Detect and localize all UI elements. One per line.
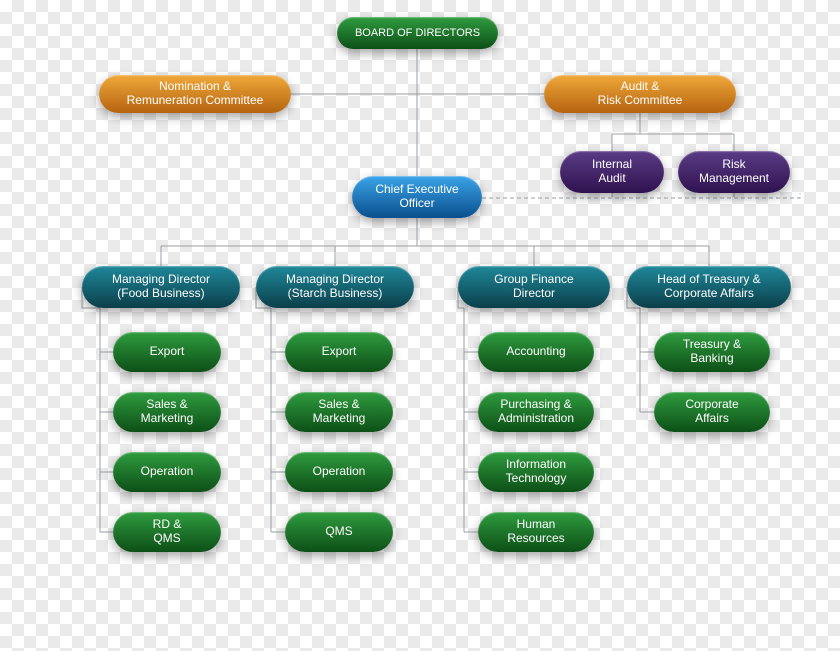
node-s_export: Export [285, 332, 393, 372]
node-label: CorporateAffairs [685, 398, 738, 426]
node-nom_comm: Nomination &Remuneration Committee [99, 75, 291, 113]
org-chart: BOARD OF DIRECTORS Nomination &Remunerati… [0, 0, 840, 651]
connector [464, 308, 478, 532]
connector [640, 308, 654, 412]
connector [271, 308, 285, 532]
node-label: Export [150, 345, 185, 359]
node-label: InternalAudit [592, 158, 632, 186]
node-g_purch: Purchasing &Administration [478, 392, 594, 432]
node-t_corp: CorporateAffairs [654, 392, 770, 432]
node-int_audit: InternalAudit [560, 151, 664, 193]
node-f_rdqms: RD &QMS [113, 512, 221, 552]
node-label: Purchasing &Administration [498, 398, 574, 426]
node-label: Export [322, 345, 357, 359]
node-label: Chief ExecutiveOfficer [375, 183, 458, 211]
node-treasury_hd: Head of Treasury &Corporate Affairs [627, 266, 791, 308]
node-label: Head of Treasury &Corporate Affairs [657, 273, 760, 301]
node-label: Group FinanceDirector [494, 273, 573, 301]
node-label: BOARD OF DIRECTORS [355, 27, 480, 40]
node-label: Operation [313, 465, 366, 479]
node-g_acct: Accounting [478, 332, 594, 372]
node-md_food: Managing Director(Food Business) [82, 266, 240, 308]
connector [482, 193, 800, 198]
node-label: Audit &Risk Committee [598, 80, 683, 108]
node-label: QMS [325, 525, 352, 539]
node-s_qms: QMS [285, 512, 393, 552]
node-f_sales: Sales &Marketing [113, 392, 221, 432]
node-s_op: Operation [285, 452, 393, 492]
node-label: RiskManagement [699, 158, 769, 186]
node-g_hr: HumanResources [478, 512, 594, 552]
node-ceo: Chief ExecutiveOfficer [352, 176, 482, 218]
node-label: Managing Director(Food Business) [112, 273, 210, 301]
node-gfd: Group FinanceDirector [458, 266, 610, 308]
node-md_starch: Managing Director(Starch Business) [256, 266, 414, 308]
node-risk_mgmt: RiskManagement [678, 151, 790, 193]
node-g_it: InformationTechnology [478, 452, 594, 492]
node-t_bank: Treasury &Banking [654, 332, 770, 372]
node-f_op: Operation [113, 452, 221, 492]
node-label: RD &QMS [153, 518, 182, 546]
node-s_sales: Sales &Marketing [285, 392, 393, 432]
node-label: Nomination &Remuneration Committee [127, 80, 264, 108]
node-label: Accounting [506, 345, 565, 359]
node-label: InformationTechnology [506, 458, 567, 486]
node-board: BOARD OF DIRECTORS [337, 17, 498, 49]
connector [100, 308, 113, 532]
node-label: Operation [141, 465, 194, 479]
node-label: Managing Director(Starch Business) [286, 273, 384, 301]
node-audit_comm: Audit &Risk Committee [544, 75, 736, 113]
node-label: Sales &Marketing [141, 398, 194, 426]
node-label: Treasury &Banking [683, 338, 741, 366]
node-f_export: Export [113, 332, 221, 372]
node-label: Sales &Marketing [313, 398, 366, 426]
node-label: HumanResources [507, 518, 564, 546]
